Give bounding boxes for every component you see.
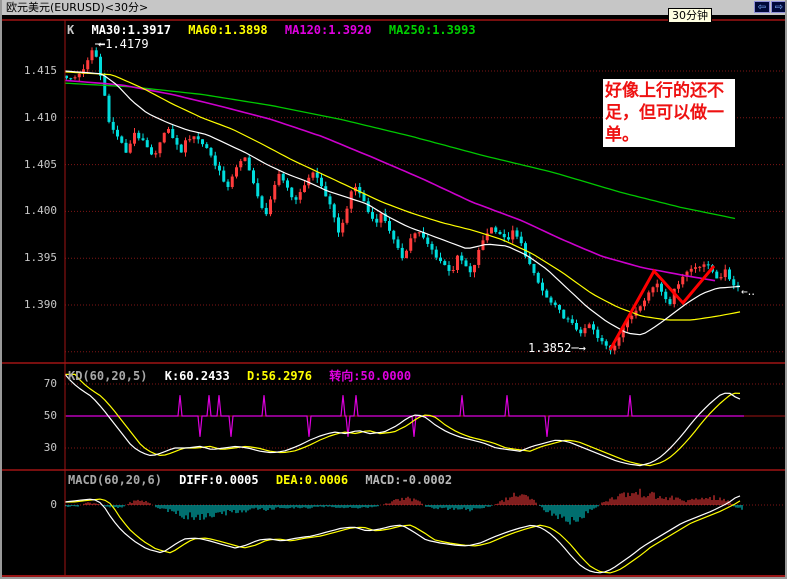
last-price-marker: ←‥ xyxy=(741,285,755,298)
ma120-value: MA120:1.3920 xyxy=(284,23,372,37)
k-indicator-label: K xyxy=(67,23,75,37)
price-axis-label: 1.400 xyxy=(23,204,57,218)
trader-note: 好像上行的还不足，但可以做一单。 xyxy=(603,79,735,147)
right-arrow-icon: ⇨ xyxy=(774,2,784,13)
price-axis-label: 1.410 xyxy=(23,110,57,124)
kd-header-row: KD(60,20,5) K:60.2433 D:56.2976 转向:50.00… xyxy=(68,367,421,384)
ma-header-row: K MA30:1.3917 MA60:1.3898 MA120:1.3920 M… xyxy=(67,23,486,37)
kd-k-value: K:60.2433 xyxy=(164,369,230,383)
macd-macd-value: MACD:-0.0002 xyxy=(365,473,453,487)
macd-diff-value: DIFF:0.0005 xyxy=(179,473,259,487)
ma60-value: MA60:1.3898 xyxy=(188,23,268,37)
prev-period-button[interactable]: ⇦ xyxy=(754,1,770,13)
macd-axis-label: 0 xyxy=(50,498,57,511)
kd-axis-label: 30 xyxy=(43,441,57,454)
macd-dea-value: DEA:0.0006 xyxy=(275,473,349,487)
high-price-label: 1.4179 xyxy=(105,37,149,51)
kd-d-value: D:56.2976 xyxy=(246,369,313,383)
price-axis-label: 1.415 xyxy=(23,64,57,77)
left-arrow-glyph: ← xyxy=(98,37,106,51)
low-price-label: 1.3852 xyxy=(528,341,572,355)
macd-indicator-name: MACD(60,20,6) xyxy=(68,473,162,487)
low-price-annotation: 1.3852─→ xyxy=(528,341,586,355)
right-arrow-glyph: ─→ xyxy=(571,341,586,355)
high-price-annotation: ←1.4179 xyxy=(98,37,149,51)
ma250-value: MA250:1.3993 xyxy=(388,23,476,37)
kd-indicator-name: KD(60,20,5) xyxy=(68,369,148,383)
left-arrow-icon: ⇦ xyxy=(757,2,767,13)
kd-axis-label: 50 xyxy=(43,409,57,422)
period-tooltip: 30分钟 xyxy=(668,8,712,23)
ma30-value: MA30:1.3917 xyxy=(91,23,171,37)
next-period-button[interactable]: ⇨ xyxy=(771,1,785,13)
kd-axis-label: 70 xyxy=(43,377,57,390)
window-title: 欧元美元(EURUSD)<30分> xyxy=(2,0,785,15)
price-axis-label: 1.395 xyxy=(23,251,57,265)
kd-turn-value: 转向:50.0000 xyxy=(329,369,412,383)
macd-header-row: MACD(60,20,6) DIFF:0.0005 DEA:0.0006 MAC… xyxy=(68,473,462,487)
price-axis-label: 1.390 xyxy=(23,298,57,311)
price-axis-label: 1.405 xyxy=(23,157,57,171)
